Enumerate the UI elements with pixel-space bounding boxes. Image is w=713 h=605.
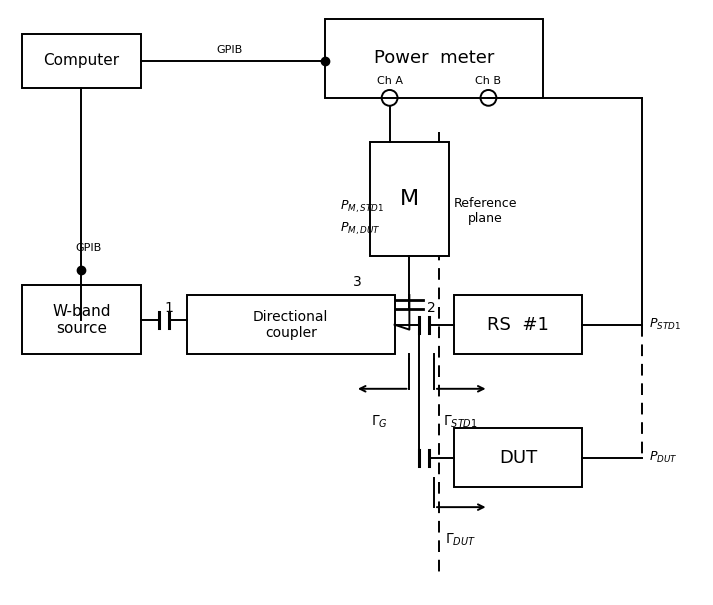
Bar [370, 142, 449, 256]
Bar [454, 295, 583, 355]
Text: $\Gamma_{DUT}$: $\Gamma_{DUT}$ [445, 532, 476, 548]
Text: 1: 1 [165, 301, 174, 315]
Text: M: M [400, 189, 419, 209]
Text: 2: 2 [427, 301, 436, 315]
Text: $P_{M,DUT}$: $P_{M,DUT}$ [340, 221, 381, 237]
Text: W-band
source: W-band source [52, 304, 111, 336]
Text: $P_{STD1}$: $P_{STD1}$ [649, 317, 680, 332]
Text: GPIB: GPIB [76, 243, 101, 253]
Text: Ch A: Ch A [376, 76, 403, 86]
Bar [454, 428, 583, 488]
Bar [187, 295, 394, 355]
Bar [22, 34, 140, 88]
Text: RS  #1: RS #1 [487, 316, 549, 334]
Text: Power  meter: Power meter [374, 50, 494, 67]
Text: $\Gamma_G$: $\Gamma_G$ [371, 413, 388, 430]
Text: $P_{M,STD1}$: $P_{M,STD1}$ [340, 198, 384, 215]
Text: 3: 3 [353, 275, 361, 289]
Text: Directional
coupler: Directional coupler [253, 310, 329, 340]
Text: Ch B: Ch B [476, 76, 501, 86]
Bar [22, 285, 140, 355]
Text: DUT: DUT [499, 449, 537, 467]
Text: Computer: Computer [43, 53, 119, 68]
Text: Reference
plane: Reference plane [454, 197, 518, 225]
Text: GPIB: GPIB [217, 45, 243, 54]
Text: $P_{DUT}$: $P_{DUT}$ [649, 450, 677, 465]
Text: $\Gamma_{STD1}$: $\Gamma_{STD1}$ [443, 413, 478, 430]
Bar [325, 19, 543, 98]
